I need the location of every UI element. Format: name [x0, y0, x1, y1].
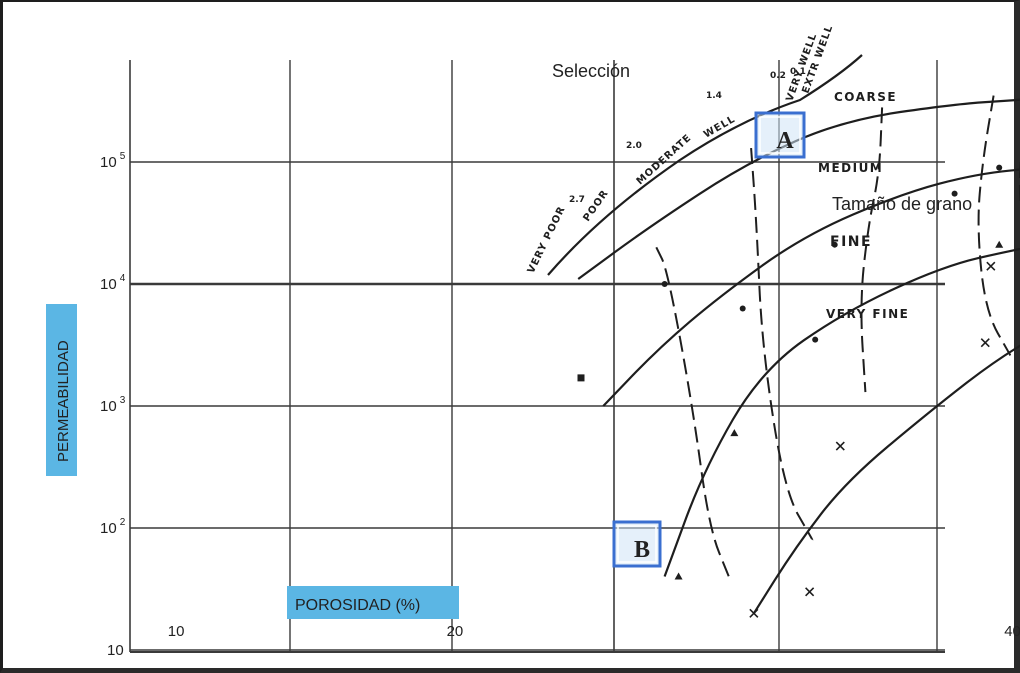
y-tick-label: 10 5 — [100, 151, 126, 171]
curve-label: MEDIUM — [818, 161, 883, 175]
y-tick-label: 10 — [107, 642, 124, 659]
y-tick-exponent: 3 — [120, 395, 126, 406]
sample-point-triangle — [674, 572, 683, 580]
sorting-line-1-4 — [860, 107, 884, 393]
marker-a: A — [754, 111, 806, 159]
y-tick-label: 10 2 — [100, 517, 126, 537]
marker-label: A — [776, 128, 794, 154]
sorting-value-label: 2.0 — [626, 141, 642, 151]
marker-label: B — [634, 537, 650, 563]
grain-size-curves — [547, 54, 1020, 614]
sample-point-x — [749, 608, 759, 618]
x-tick-label: 20 — [447, 623, 464, 640]
grain-curve-coarse — [577, 98, 1020, 280]
sorting-envelope-curve — [547, 54, 863, 276]
sample-point-dot — [739, 305, 746, 312]
y-tick-exponent: 5 — [120, 151, 126, 162]
sample-point-dot — [831, 241, 838, 248]
sample-points — [577, 164, 1004, 618]
sample-point-triangle — [995, 240, 1004, 248]
sorting-label: VERY POOR — [526, 204, 568, 275]
x-tick-label: 40 — [1004, 623, 1020, 640]
marker-b: B — [612, 520, 662, 568]
x-axis-label: POROSIDAD (%) — [287, 586, 459, 619]
selection-title: Selección — [552, 61, 630, 81]
x-tick-label: 10 — [168, 623, 185, 640]
sorting-value-label: 0.1 — [790, 67, 806, 77]
sorting-lines — [655, 95, 1020, 578]
y-tick-base: 10 — [100, 154, 117, 171]
sorting-label: MODERATE — [635, 132, 694, 187]
sorting-line-2-7 — [655, 246, 730, 578]
sample-point-dot — [996, 164, 1003, 171]
sample-point-dot — [812, 336, 819, 343]
sample-point-dot — [661, 281, 668, 287]
grain-size-title: Tamaño de grano — [832, 194, 972, 214]
marker-box — [612, 520, 662, 568]
sample-point-x — [986, 261, 996, 271]
marker-inner-box — [617, 525, 657, 563]
y-tick-exponent: 2 — [120, 517, 126, 528]
sample-point-dot — [951, 190, 958, 197]
sorting-line-0-2 — [977, 95, 1012, 357]
y-tick-base: 10 — [100, 276, 117, 293]
y-axis-label-badge — [46, 304, 77, 476]
grain-curve-very-fine — [752, 344, 1020, 614]
sample-point-triangle — [730, 429, 739, 437]
grain-curve-fine — [663, 247, 1020, 577]
sample-point-x — [805, 587, 815, 597]
sorting-line-2-0 — [750, 148, 814, 541]
sorting-value-label: 2.7 — [569, 195, 585, 205]
y-tick-base: 10 — [107, 642, 124, 659]
sample-point-x — [980, 338, 990, 348]
y-tick-base: 10 — [100, 398, 117, 415]
y-tick-base: 10 — [100, 520, 117, 537]
y-tick-label: 10 4 — [100, 273, 126, 293]
marker-inner-box — [759, 116, 801, 154]
x-axis-label-text: POROSIDAD (%) — [295, 597, 420, 614]
y-axis-label-text: PERMEABILIDAD — [55, 340, 72, 462]
curve-label: COARSE — [834, 90, 897, 104]
marker-box — [754, 111, 806, 159]
sorting-label: POOR — [581, 188, 611, 224]
x-axis-label-badge — [287, 586, 459, 619]
sorting-value-label: 0.2 — [770, 71, 786, 81]
sample-point-square — [577, 374, 585, 382]
sample-point-x — [835, 441, 845, 451]
curve-label: VERY FINE — [826, 307, 909, 321]
grid — [129, 60, 945, 653]
sorting-value-label: 1.4 — [706, 91, 722, 101]
curve-label: FINE — [830, 234, 872, 250]
y-tick-label: 10 3 — [100, 395, 126, 415]
y-axis-label: PERMEABILIDAD — [46, 304, 77, 476]
grain-curve-medium — [602, 168, 1020, 407]
y-tick-exponent: 4 — [120, 273, 126, 284]
